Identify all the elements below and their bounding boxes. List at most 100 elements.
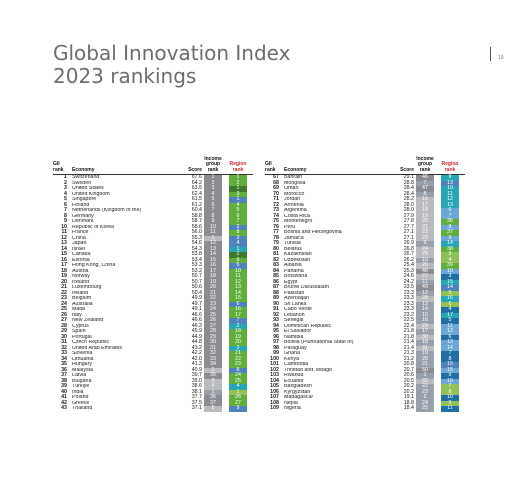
score-cell: 27.9 bbox=[403, 212, 414, 219]
income-group-rank-cell: 2 bbox=[204, 367, 222, 373]
table-row: 75 Montenegro 27.8 20 36 bbox=[265, 218, 465, 225]
score-cell: 21.4 bbox=[403, 344, 414, 351]
gii-rank-cell: 107 bbox=[270, 394, 279, 400]
economy-cell: Czech Republic bbox=[72, 340, 110, 345]
income-group-rank-cell: 20 bbox=[204, 284, 222, 291]
income-group-rank-cell: 13 bbox=[416, 301, 434, 307]
region-rank-cell: 16 bbox=[229, 306, 247, 313]
gii-rank-cell: 70 bbox=[273, 190, 279, 197]
table-row: 31 Czech Republic 44.8 30 20 bbox=[53, 339, 253, 346]
score-cell: 67.6 bbox=[191, 174, 202, 180]
score-cell: 50.7 bbox=[191, 273, 202, 279]
income-group-rank-cell: 26 bbox=[204, 317, 222, 324]
income-group-rank-cell: 32 bbox=[204, 350, 222, 357]
income-group-rank-cell: 27 bbox=[204, 323, 222, 329]
income-group-rank-cell: 47 bbox=[416, 185, 434, 192]
economy-cell: Argentina bbox=[284, 208, 307, 213]
region-rank-cell: 12 bbox=[229, 279, 247, 285]
score-cell: 23.3 bbox=[403, 289, 414, 296]
economy-cell: Luxembourg bbox=[72, 285, 102, 290]
region-rank-cell: 26 bbox=[229, 394, 247, 401]
gii-rank-cell: 85 bbox=[273, 273, 279, 279]
region-rank-cell: 10 bbox=[441, 268, 459, 274]
table-row: 21 Luxembourg 50.6 20 13 bbox=[53, 284, 253, 291]
score-cell: 23.3 bbox=[403, 300, 414, 307]
income-group-rank-cell: 12 bbox=[204, 240, 222, 247]
score-cell: 53.4 bbox=[191, 256, 202, 263]
score-cell: 40.9 bbox=[191, 366, 202, 373]
income-group-rank-cell: 10 bbox=[416, 257, 434, 263]
gii-rank-cell: 23 bbox=[61, 295, 67, 301]
region-rank-cell: 24 bbox=[229, 372, 247, 379]
score-cell: 21.2 bbox=[403, 355, 414, 362]
gii-rank-cell: 67 bbox=[273, 174, 279, 180]
table-row: 107 Madagascar 19.1 2 10 bbox=[265, 394, 465, 401]
economy-cell: Morocco bbox=[284, 191, 305, 197]
gii-rank-cell: 109 bbox=[270, 405, 279, 411]
economy-cell: Denmark bbox=[72, 219, 94, 224]
income-group-rank-cell: 49 bbox=[416, 284, 434, 291]
gii-rank-cell: 69 bbox=[273, 185, 279, 191]
score-cell: 46.3 bbox=[191, 322, 202, 329]
gii-rank-cell: 100 bbox=[270, 355, 279, 362]
header-income-group-rank: Income group rank bbox=[204, 155, 222, 173]
region-rank-cell: 8 bbox=[441, 224, 459, 230]
header-economy: Economy bbox=[284, 166, 307, 173]
table-row: 69 Oman 28.4 47 10 bbox=[265, 185, 465, 192]
table-row: 98 Paraguay 21.4 31 14 bbox=[265, 344, 465, 351]
score-cell: 58.7 bbox=[191, 218, 202, 224]
economy-cell: Kyrgyzstan bbox=[284, 389, 311, 395]
economy-cell: Albania bbox=[284, 263, 302, 268]
table-row: 106 Kyrgyzstan 20.2 23 8 bbox=[265, 389, 465, 395]
economy-cell: Sweden bbox=[72, 180, 92, 186]
gii-rank-cell: 72 bbox=[273, 201, 279, 208]
region-rank-cell: 4 bbox=[229, 202, 247, 208]
economy-cell: United Arab Emirates bbox=[72, 345, 123, 351]
gii-rank-cell: 26 bbox=[61, 311, 67, 318]
score-cell: 37.7 bbox=[191, 394, 202, 400]
income-group-rank-cell: 21 bbox=[416, 224, 434, 230]
table-row: 86 Egypt 24.2 11 15 bbox=[265, 279, 465, 285]
economy-cell: Bulgaria bbox=[72, 378, 92, 384]
region-rank-cell: 13 bbox=[441, 202, 459, 208]
score-cell: 42.2 bbox=[191, 350, 202, 356]
income-group-rank-cell: 29 bbox=[204, 334, 222, 340]
gii-rank-cell: 99 bbox=[273, 350, 279, 356]
score-cell: 20.7 bbox=[403, 366, 414, 373]
region-rank-cell: 3 bbox=[229, 235, 247, 241]
economy-cell: Thailand bbox=[72, 406, 93, 411]
score-cell: 43.2 bbox=[191, 344, 202, 351]
score-cell: 56.0 bbox=[191, 229, 202, 235]
region-rank-cell: 11 bbox=[441, 323, 459, 329]
economy-cell: Ecuador bbox=[284, 378, 304, 384]
table-row: 29 Spain 45.9 28 18 bbox=[53, 328, 253, 335]
gii-rank-cell: 8 bbox=[64, 212, 67, 219]
income-group-rank-cell: 8 bbox=[416, 191, 434, 197]
table-row: 81 Kazakhstan 26.7 25 3 bbox=[265, 251, 465, 258]
region-rank-cell: 10 bbox=[229, 268, 247, 274]
economy-cell: Spain bbox=[72, 329, 86, 334]
gii-rank-cell: 1 bbox=[64, 174, 67, 180]
gii-rank-cell: 32 bbox=[61, 344, 67, 351]
income-group-rank-cell: 34 bbox=[204, 361, 222, 368]
table-row: 26 Italy 46.6 25 17 bbox=[53, 311, 253, 318]
table-row: 104 Ecuador 20.5 32 16 bbox=[265, 378, 465, 384]
gii-rank-cell: 95 bbox=[273, 328, 279, 334]
score-cell: 28.4 bbox=[403, 185, 414, 191]
table-row: 102 Trinidad and Tobago 20.7 50 15 bbox=[265, 366, 465, 373]
gii-rank-cell: 93 bbox=[273, 317, 279, 323]
table-row: 16 Estonia 53.4 15 9 bbox=[53, 256, 253, 263]
region-rank-cell: 14 bbox=[229, 290, 247, 296]
table-row: 80 Belarus 26.8 24 38 bbox=[265, 246, 465, 252]
score-cell: 46.6 bbox=[191, 317, 202, 323]
table-row: 36 Malaysia 40.9 2 8 bbox=[53, 366, 253, 373]
gii-rank-cell: 33 bbox=[61, 350, 67, 356]
table-row: 5 Singapore 61.5 5 1 bbox=[53, 196, 253, 203]
gii-rank-cell: 105 bbox=[270, 383, 279, 389]
income-group-rank-cell: 33 bbox=[204, 356, 222, 362]
economy-cell: Bosnia and Herzegovina bbox=[284, 230, 342, 235]
region-rank-cell: 17 bbox=[229, 312, 247, 318]
table-row: 17 Hong Kong, China 53.3 16 5 bbox=[53, 262, 253, 269]
income-group-rank-cell: 31 bbox=[416, 345, 434, 351]
gii-rank-cell: 28 bbox=[61, 322, 67, 329]
